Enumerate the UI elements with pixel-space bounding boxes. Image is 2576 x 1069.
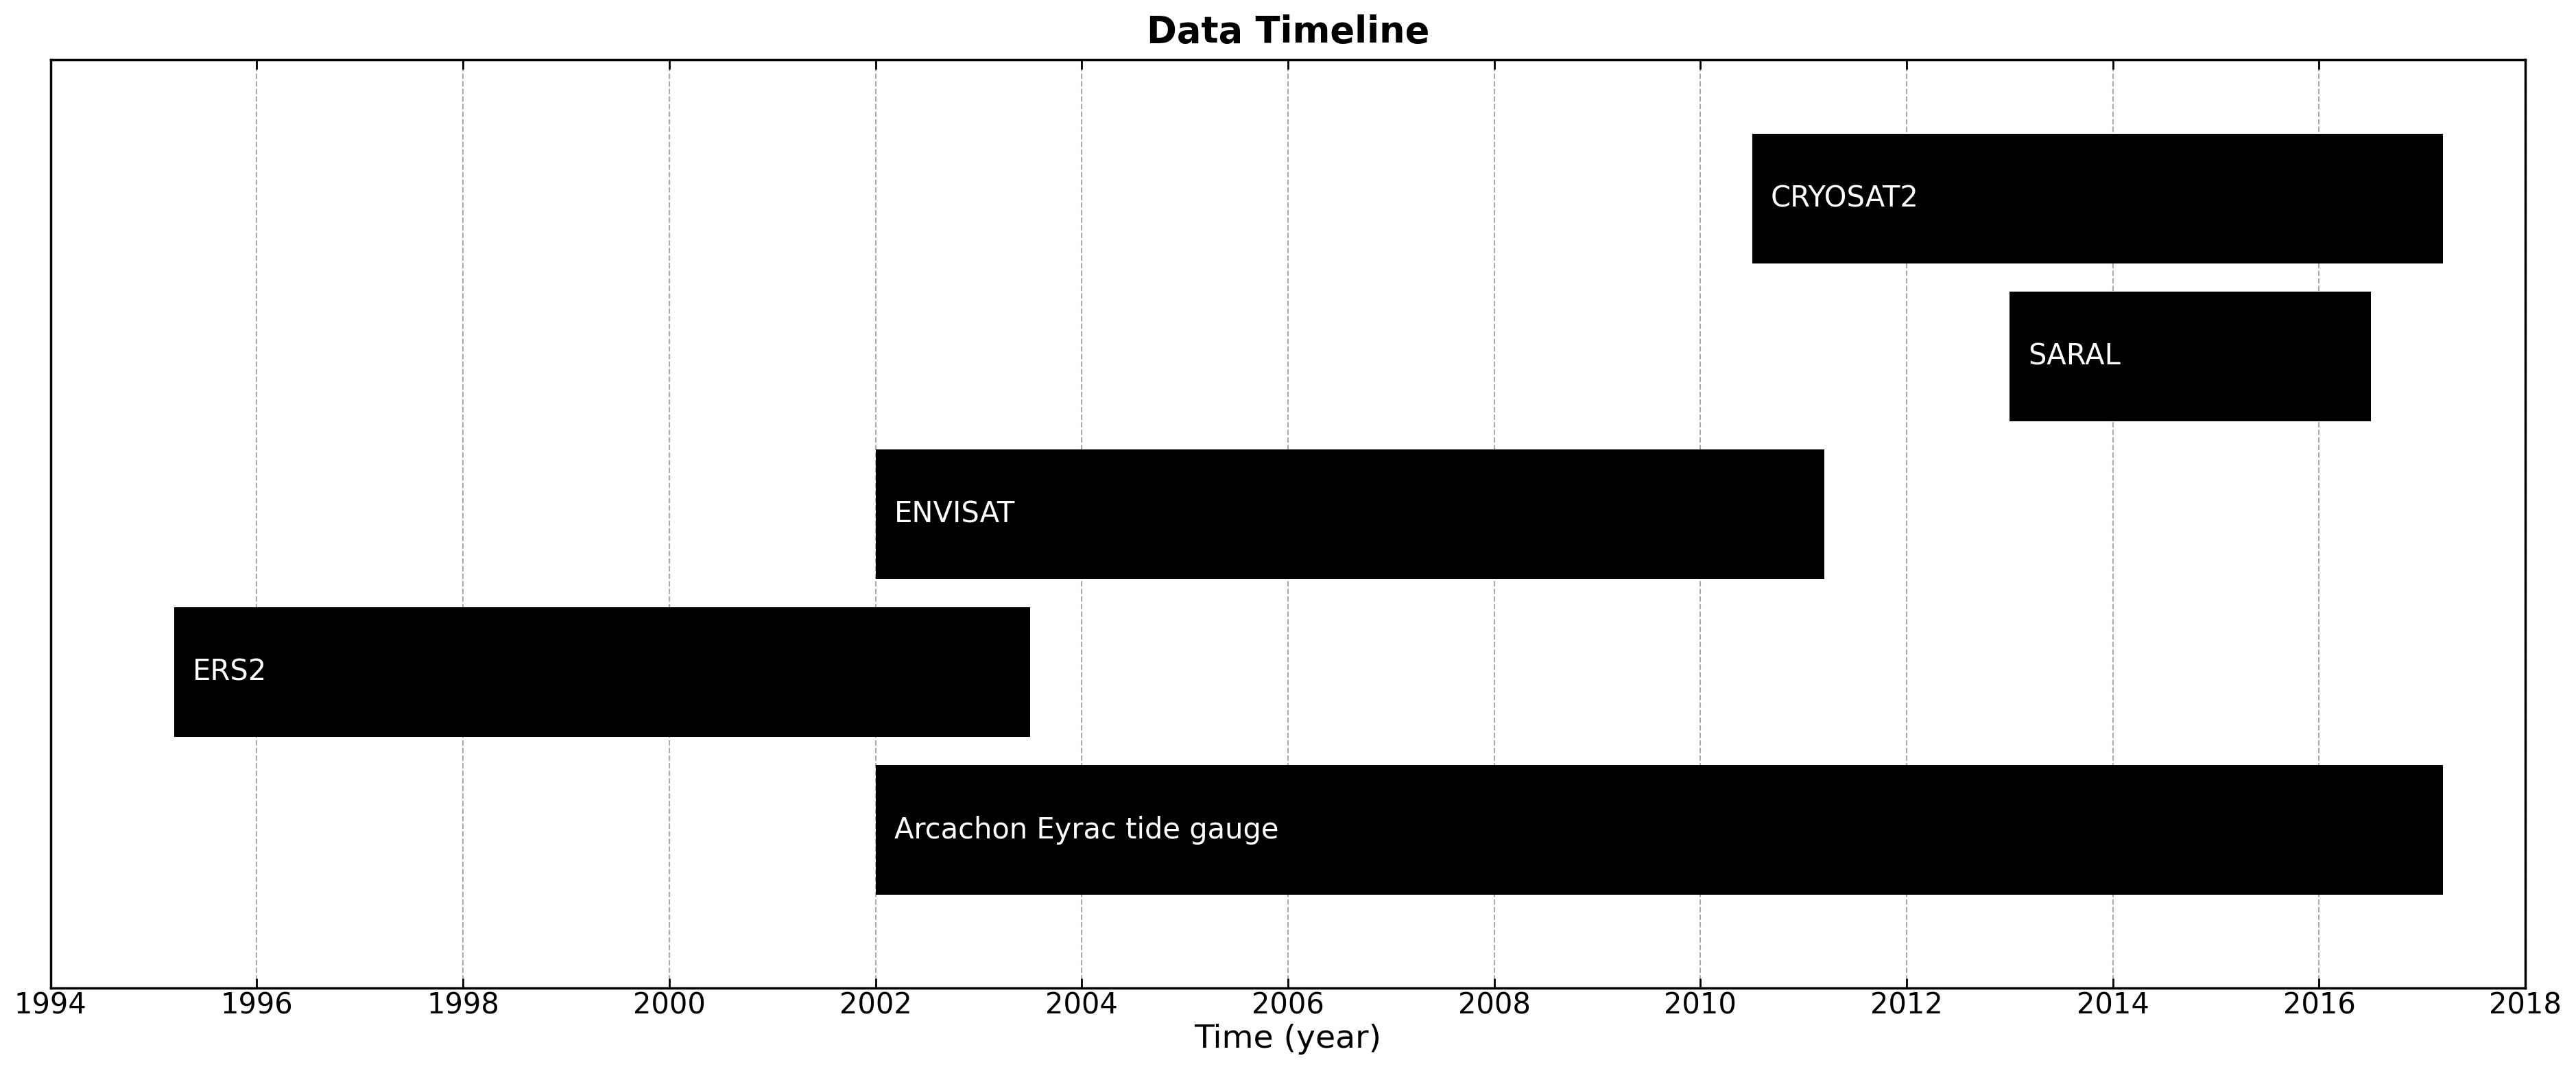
Text: CRYOSAT2: CRYOSAT2 bbox=[1770, 185, 1919, 213]
FancyBboxPatch shape bbox=[2009, 292, 2370, 421]
Text: SARAL: SARAL bbox=[2027, 342, 2120, 371]
FancyBboxPatch shape bbox=[175, 607, 1030, 738]
FancyBboxPatch shape bbox=[876, 765, 2442, 895]
X-axis label: Time (year): Time (year) bbox=[1195, 1024, 1381, 1055]
Text: ENVISAT: ENVISAT bbox=[894, 500, 1015, 529]
Title: Data Timeline: Data Timeline bbox=[1146, 14, 1430, 50]
Text: ERS2: ERS2 bbox=[193, 657, 268, 686]
FancyBboxPatch shape bbox=[1752, 134, 2442, 264]
Text: Arcachon Eyrac tide gauge: Arcachon Eyrac tide gauge bbox=[894, 816, 1278, 845]
FancyBboxPatch shape bbox=[876, 449, 1824, 579]
